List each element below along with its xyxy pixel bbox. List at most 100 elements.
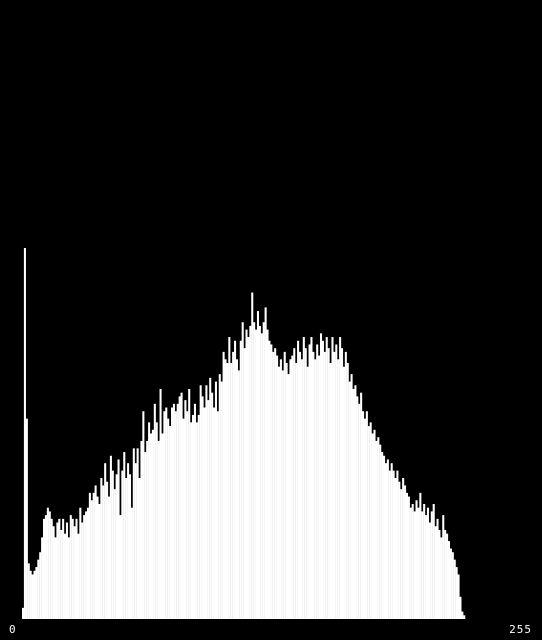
histogram-bar-197 [398,481,401,619]
histogram-bar-162 [331,337,334,619]
histogram-bar-194 [392,470,395,619]
histogram-bar-60 [136,448,139,619]
histogram-bar-107 [226,363,229,619]
histogram-bar-121 [253,322,256,619]
histogram-bar-74 [163,411,166,619]
histogram-bar-123 [256,311,260,619]
histogram-bar-204 [411,503,414,619]
histogram-bar-207 [417,507,420,619]
histogram-bar-16 [52,526,55,619]
histogram-bar-79 [172,403,175,619]
histogram-bar-56 [128,474,132,619]
histogram-bar-155 [318,355,321,619]
histogram-bar-59 [134,463,137,619]
histogram-bar-165 [337,359,340,619]
histogram-bar-210 [423,503,426,619]
histogram-bar-113 [237,370,240,619]
histogram-bar-12 [44,515,47,619]
histogram-bar-21 [62,518,65,619]
histogram-bar-42 [102,485,105,619]
histogram-bar-18 [56,522,59,619]
histogram-bar-179 [363,418,366,619]
histogram-bar-106 [224,359,227,619]
histogram-bar-20 [60,529,63,619]
histogram-bar-90 [193,403,196,619]
histogram-bar-41 [100,478,103,619]
histogram-bar-134 [277,366,281,619]
histogram-bar-34 [86,507,90,619]
histogram-bar-15 [50,518,53,619]
histogram-bar-54 [125,478,128,619]
histogram-bar-163 [333,351,336,619]
histogram-bar-185 [375,440,378,619]
histogram-bar-187 [379,444,382,619]
histogram-bar-167 [341,348,344,619]
histogram-bar-44 [106,481,109,619]
histogram-bar-7 [35,567,38,619]
histogram-bar-25 [69,515,72,619]
histogram-bar-65 [146,440,149,619]
histogram-bar-131 [272,351,275,619]
histogram-bar-143 [295,363,298,619]
histogram-bar-67 [149,433,153,619]
histogram-bar-118 [247,337,250,619]
histogram-bar-175 [356,396,359,619]
histogram-bar-126 [262,322,265,619]
histogram-bar-110 [232,351,235,619]
histogram-bar-36 [90,500,93,619]
histogram-bar-76 [167,418,170,619]
histogram-bar-109 [230,363,233,619]
histogram-bar-145 [298,351,302,619]
histogram-bar-142 [293,348,296,619]
histogram-bar-39 [96,496,99,619]
histogram-bar-83 [180,392,183,619]
histogram-bar-225 [451,552,454,619]
histogram-bar-148 [304,348,307,619]
histogram-bar-231 [463,615,466,619]
histogram-bar-144 [297,340,300,619]
histogram-bar-75 [165,407,168,619]
histogram-bar-51 [119,515,122,619]
histogram-bar-124 [258,325,261,619]
histogram-bar-219 [440,537,443,619]
x-tick-label-min: 0 [9,623,17,636]
histogram-bar-141 [291,355,294,619]
histogram-bar-49 [115,474,118,619]
histogram-bar-95 [203,407,206,619]
histogram-bar-69 [153,403,156,619]
histogram-bar-223 [447,541,451,619]
histogram-bar-170 [346,363,349,619]
histogram-bar-10 [41,537,44,619]
histogram-bar-200 [404,485,407,619]
histogram-bar-203 [409,507,412,619]
histogram-bar-189 [383,455,386,619]
histogram-bar-13 [46,507,49,619]
histogram-bar-89 [192,414,195,619]
histogram-bar-199 [402,478,405,619]
histogram-bar-146 [300,359,303,619]
histogram-bar-130 [270,344,273,619]
histogram-bar-30 [79,507,82,619]
histogram-bar-125 [260,333,263,619]
histogram-bar-192 [388,470,391,619]
histogram-bar-88 [190,422,193,619]
histogram-bar-230 [461,611,464,619]
histogram-bar-17 [54,537,57,619]
histogram-bar-31 [81,522,84,619]
histogram-bar-0 [22,607,25,619]
histogram-bar-6 [33,570,36,619]
histogram-bar-215 [432,503,435,619]
histogram-bar-193 [390,463,393,619]
histogram-bar-151 [310,337,313,619]
histogram-bar-153 [314,359,317,619]
histogram-bar-180 [365,411,368,619]
histogram-bar-91 [195,422,198,619]
histogram-bar-224 [449,548,452,619]
histogram-bar-168 [342,366,345,619]
histogram-bar-102 [216,411,219,619]
histogram-bar-14 [48,511,51,619]
histogram-bar-101 [214,381,217,619]
histogram-bar-188 [381,452,384,619]
histogram-bar-228 [457,574,460,619]
